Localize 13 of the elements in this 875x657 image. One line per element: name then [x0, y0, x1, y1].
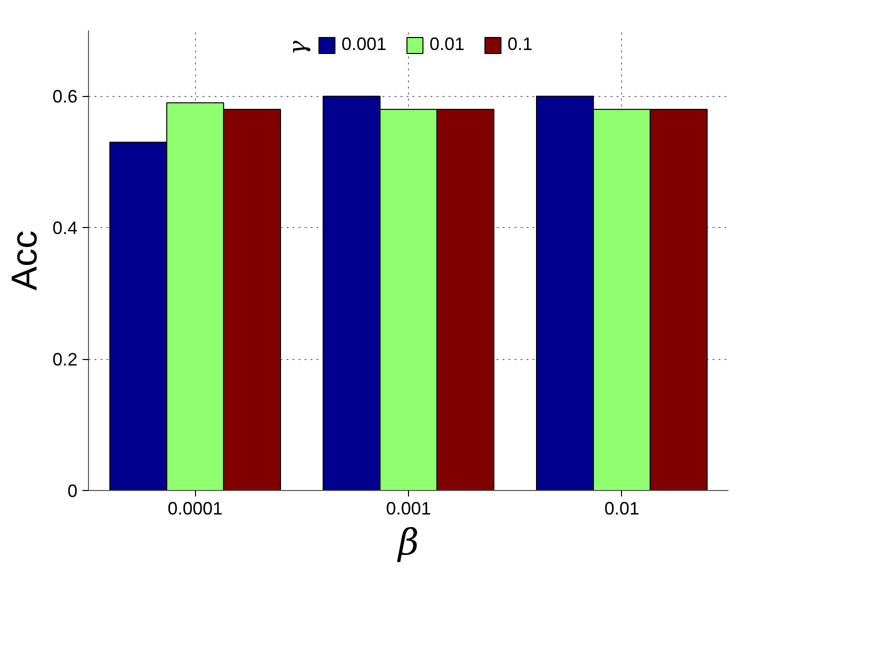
legend-title: γ	[283, 40, 312, 55]
x-tick-label: 0.0001	[168, 498, 223, 518]
legend-label: 0.1	[508, 34, 533, 55]
y-axis-title: Acc	[3, 230, 44, 291]
y-tick-label: 0.2	[52, 350, 78, 370]
y-tick-label: 0.6	[52, 86, 78, 107]
y-tick-label: 0	[67, 481, 78, 501]
x-axis-title: β	[396, 522, 419, 564]
y-tick-label: 0.4	[52, 218, 78, 238]
x-tick-label: 0.001	[386, 498, 432, 518]
x-tick-label: 0.01	[604, 498, 640, 518]
legend-label: 0.001	[341, 34, 386, 55]
legend-label: 0.01	[429, 34, 465, 55]
